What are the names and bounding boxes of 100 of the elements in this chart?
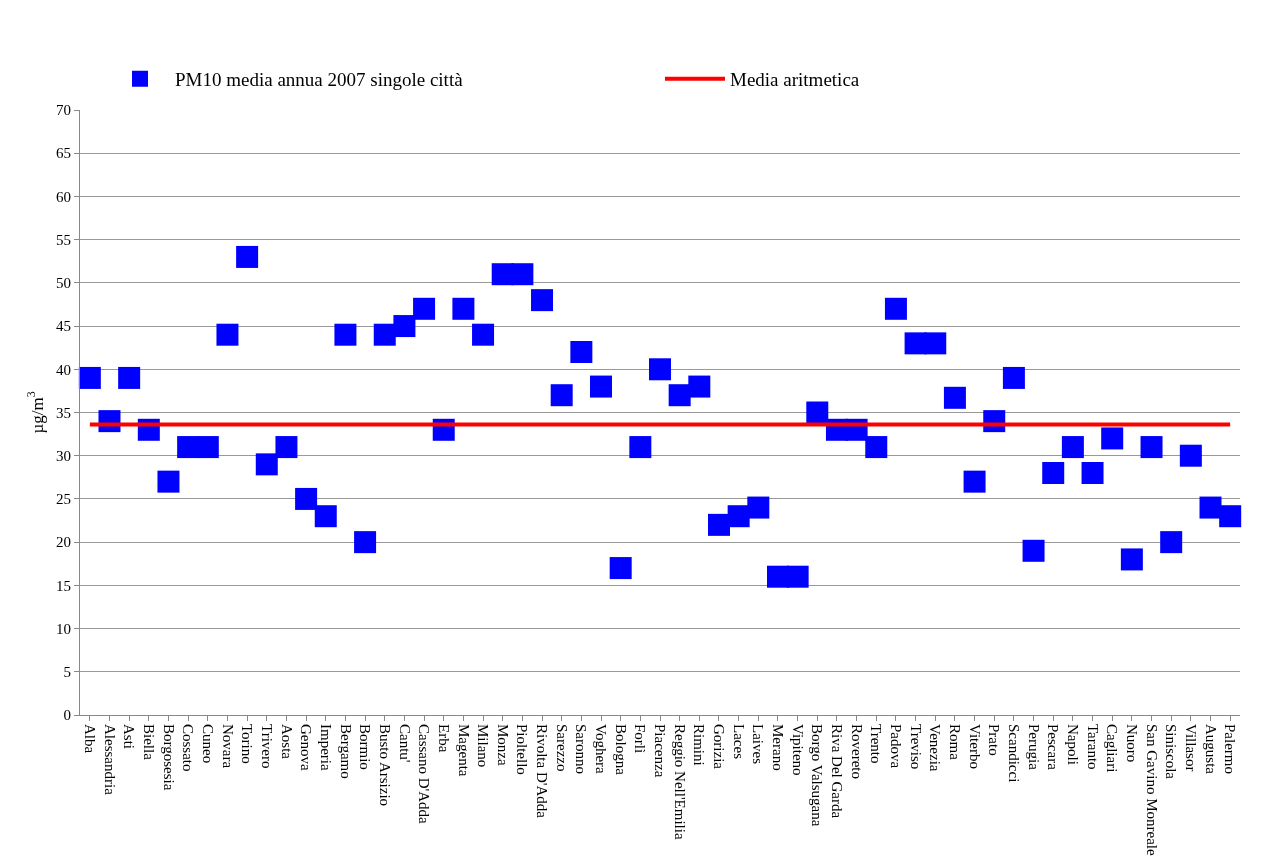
x-tick-label: Asti xyxy=(121,724,138,750)
point xyxy=(1179,444,1202,467)
point xyxy=(1022,539,1045,562)
y-tick-label: 45 xyxy=(56,318,71,335)
legend-label: PM10 media annua 2007 singole città xyxy=(175,69,464,91)
x-tick-label: Trivero xyxy=(258,724,275,769)
x-tick-label: Bormio xyxy=(357,724,374,770)
point xyxy=(1042,462,1065,484)
x-tick-label: Scandicci xyxy=(1006,724,1023,783)
x-tick-label: Treviso xyxy=(907,724,924,770)
x-tick-label: Cagliari xyxy=(1104,724,1121,773)
x-tick-label: San Gavino Monreale xyxy=(1143,724,1160,856)
point xyxy=(1002,366,1025,389)
x-tick-label: Sarezzo xyxy=(553,724,570,772)
point xyxy=(1120,548,1143,571)
x-tick-label: Biella xyxy=(140,724,157,761)
point xyxy=(413,297,436,320)
point xyxy=(393,315,416,338)
x-tick-label: Busto Arsizio xyxy=(376,724,393,807)
x-tick-label: Prato xyxy=(986,724,1003,756)
x-tick-label: Monza xyxy=(494,724,511,766)
x-tick-label: Gorizia xyxy=(711,724,728,770)
point xyxy=(1160,531,1183,554)
y-tick-label: 50 xyxy=(56,275,71,292)
point xyxy=(570,341,593,363)
x-tick-label: Laces xyxy=(730,724,747,760)
point xyxy=(1219,505,1242,528)
point xyxy=(275,436,298,459)
x-tick-label: Cossato xyxy=(180,724,197,772)
point xyxy=(1081,462,1104,484)
point xyxy=(943,386,966,409)
point xyxy=(118,366,141,389)
x-tick-label: Magenta xyxy=(455,724,472,777)
x-tick-label: Viterbo xyxy=(966,724,983,769)
point xyxy=(196,436,219,459)
y-tick-label: 55 xyxy=(56,231,71,248)
y-tick-label: 70 xyxy=(56,102,71,119)
x-tick-label: Cuneo xyxy=(199,724,216,764)
x-tick-label: Voghera xyxy=(593,724,610,775)
point xyxy=(865,436,888,459)
x-tick-label: Pioltello xyxy=(514,724,531,775)
point xyxy=(295,487,318,510)
point xyxy=(472,323,495,346)
x-tick-label: Forlì xyxy=(632,724,649,754)
x-tick-label: Nuoro xyxy=(1123,724,1140,763)
x-tick-label: Trento xyxy=(868,724,885,764)
x-tick-label: Padova xyxy=(888,724,905,769)
point xyxy=(373,323,396,346)
x-tick-label: Laives xyxy=(750,724,767,765)
point xyxy=(629,436,652,459)
x-tick-label: Vipiteno xyxy=(789,724,806,776)
x-tick-label: Reggio Nell'Emilia xyxy=(671,724,688,840)
point xyxy=(924,332,947,355)
x-tick-label: Taranto xyxy=(1084,724,1101,770)
point xyxy=(157,470,180,493)
point xyxy=(550,384,573,407)
x-tick-label: Alba xyxy=(81,724,98,754)
x-tick-label: Perugia xyxy=(1025,724,1042,771)
point xyxy=(963,470,986,493)
point xyxy=(236,245,259,268)
point xyxy=(255,453,278,476)
point xyxy=(727,505,750,528)
legend-label: Media aritmetica xyxy=(730,69,860,91)
point xyxy=(78,366,101,389)
point xyxy=(786,565,809,588)
x-tick-label: Augusta xyxy=(1202,724,1219,775)
y-tick-label: 30 xyxy=(56,447,71,464)
x-tick-label: Merano xyxy=(770,724,787,771)
point xyxy=(1199,496,1222,519)
point xyxy=(1061,436,1084,459)
point xyxy=(609,557,632,580)
x-tick-label: Torino xyxy=(239,724,256,764)
y-tick-label: 65 xyxy=(56,145,71,162)
x-tick-label: Novara xyxy=(219,724,236,769)
x-tick-label: Cassano D'Adda xyxy=(416,724,433,825)
x-tick-label: Rivolta D'Adda xyxy=(534,724,551,819)
x-tick-label: Venezia xyxy=(927,724,944,772)
y-tick-label: 10 xyxy=(56,620,71,637)
x-tick-label: Erba xyxy=(435,724,452,753)
point xyxy=(314,505,337,528)
point xyxy=(1101,427,1124,450)
point xyxy=(884,297,907,320)
point xyxy=(766,565,789,588)
y-tick-label: 35 xyxy=(56,404,71,421)
x-tick-label: Cantu' xyxy=(396,724,413,763)
point xyxy=(806,401,829,424)
point xyxy=(707,513,730,536)
point xyxy=(354,531,377,554)
x-tick-label: Imperia xyxy=(317,724,334,771)
point xyxy=(511,263,534,286)
x-tick-label: Aosta xyxy=(278,724,295,760)
point xyxy=(668,384,691,407)
point xyxy=(334,323,357,346)
y-tick-label: 40 xyxy=(56,361,71,378)
x-tick-label: Napoli xyxy=(1065,724,1082,765)
x-tick-label: Bergamo xyxy=(337,724,354,779)
x-tick-label: Pescara xyxy=(1045,724,1062,771)
point xyxy=(177,436,200,459)
x-tick-label: Alessandria xyxy=(101,724,118,796)
point xyxy=(649,358,671,381)
